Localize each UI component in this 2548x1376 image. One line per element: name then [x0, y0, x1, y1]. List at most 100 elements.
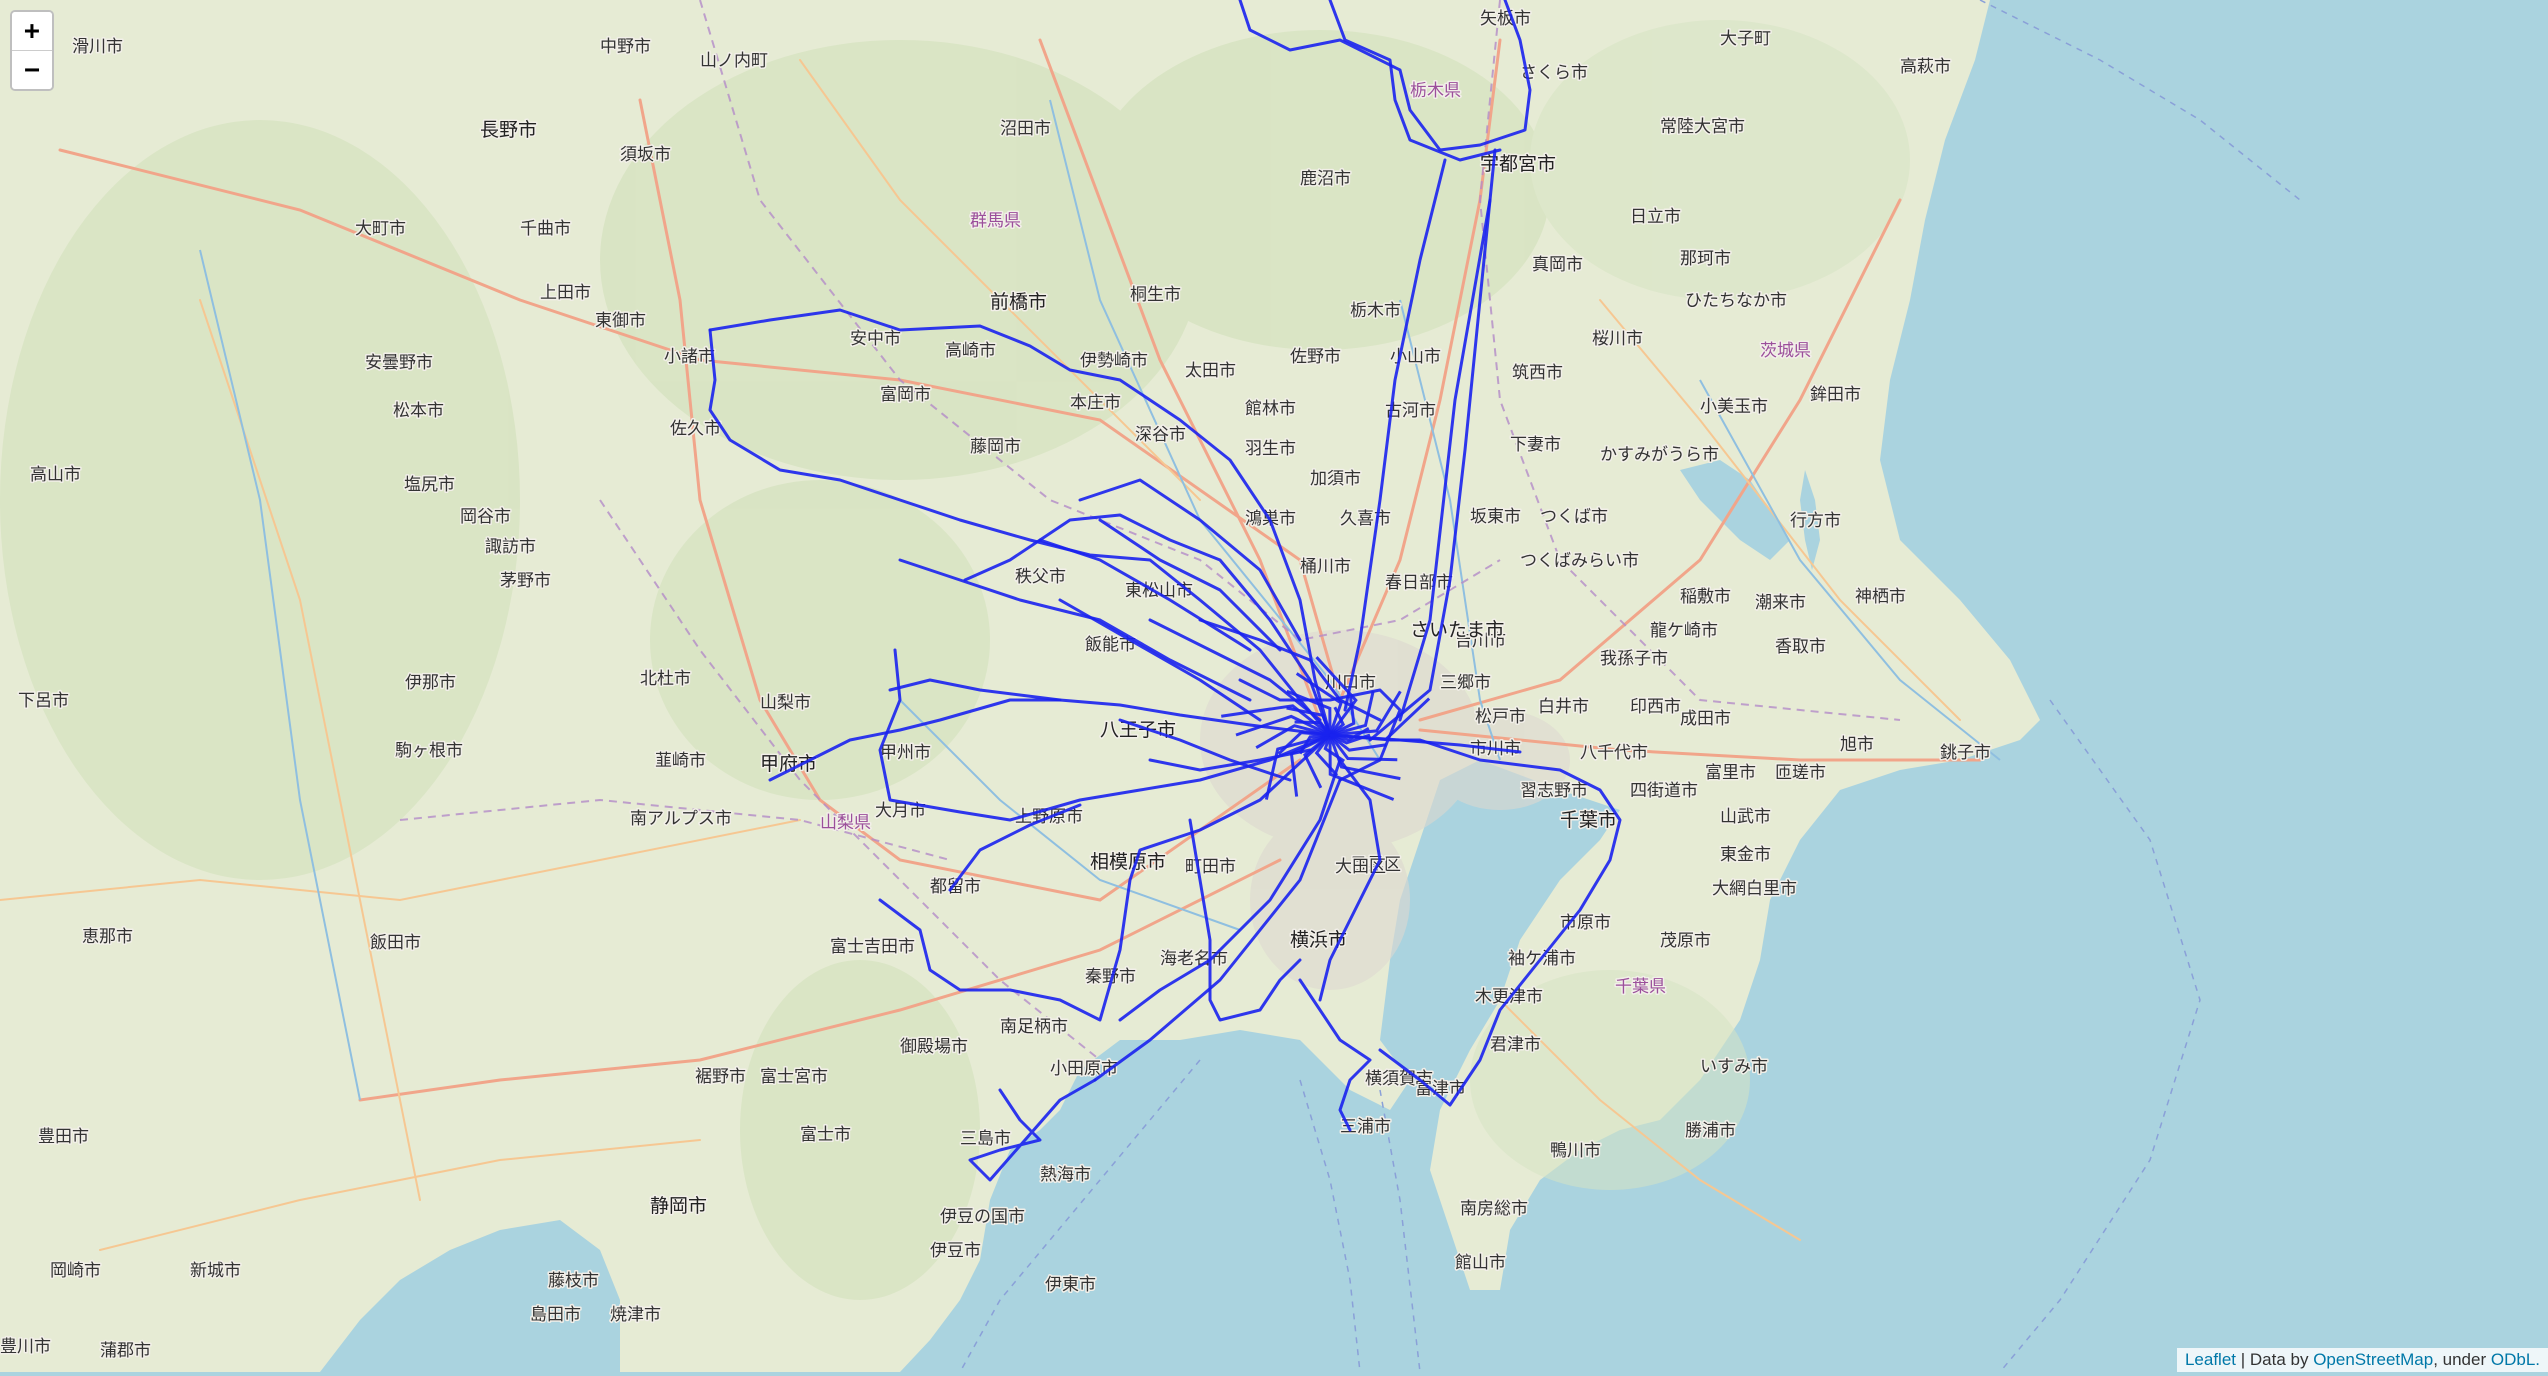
- gps-route[interactable]: [1329, 696, 1356, 737]
- place-label: 飯田市: [370, 933, 421, 953]
- river-network: [199, 99, 2001, 1101]
- place-label: 白井市: [1538, 697, 1589, 717]
- gps-route[interactable]: [948, 803, 1082, 892]
- place-label: 高萩市: [1900, 57, 1951, 77]
- gps-route[interactable]: [1221, 704, 1331, 737]
- gps-route[interactable]: [898, 558, 1252, 702]
- gps-route[interactable]: [1289, 733, 1331, 797]
- place-label: 静岡市: [650, 1195, 707, 1217]
- place-label: 真岡市: [1532, 255, 1583, 275]
- place-label: 富岡市: [880, 385, 931, 405]
- openstreetmap-link[interactable]: OpenStreetMap: [2313, 1350, 2434, 1369]
- place-label: 四街道市: [1630, 781, 1698, 801]
- gps-route[interactable]: [1328, 734, 1395, 801]
- gps-route[interactable]: [1329, 697, 1431, 742]
- gps-route[interactable]: [888, 678, 1062, 702]
- attribution-under: , under: [2433, 1350, 2491, 1369]
- route-layer[interactable]: [708, 0, 1622, 1182]
- place-label: 行方市: [1790, 511, 1841, 531]
- gps-route[interactable]: [768, 698, 1332, 782]
- gps-route[interactable]: [1286, 706, 1332, 736]
- gps-route[interactable]: [1255, 724, 1331, 750]
- gps-route[interactable]: [1277, 731, 1331, 755]
- gps-route[interactable]: [1343, 158, 1447, 712]
- place-label: 岡谷市: [460, 507, 511, 527]
- place-label: 那珂市: [1680, 249, 1731, 269]
- place-label: いすみ市: [1700, 1057, 1768, 1077]
- place-label: 藤岡市: [970, 437, 1021, 457]
- place-label: 八千代市: [1580, 743, 1648, 763]
- map-attribution: Leaflet | Data by OpenStreetMap, under O…: [2176, 1348, 2548, 1372]
- gps-route[interactable]: [968, 1078, 1097, 1182]
- place-label: 山武市: [1720, 807, 1771, 827]
- place-label: 町田市: [1185, 857, 1236, 877]
- place-label: 伊那市: [405, 673, 456, 693]
- place-label: つくばみらい市: [1520, 551, 1639, 571]
- place-label: 鉾田市: [1810, 385, 1861, 405]
- place-label: 前橋市: [990, 291, 1047, 313]
- gps-route[interactable]: [1098, 518, 1282, 652]
- sea-routes: [959, 0, 2301, 1373]
- place-label: 裾野市: [695, 1067, 746, 1087]
- gps-route[interactable]: [1294, 720, 1332, 736]
- gps-route[interactable]: [1328, 0, 1502, 162]
- gps-route[interactable]: [1329, 733, 1387, 752]
- place-label: 富里市: [1705, 763, 1756, 783]
- place-label: 富津市: [1415, 1079, 1466, 1099]
- gps-route[interactable]: [1078, 478, 1302, 642]
- gps-route[interactable]: [963, 513, 1332, 737]
- gps-route[interactable]: [1295, 672, 1343, 736]
- place-label: 新城市: [190, 1261, 241, 1281]
- place-label: 君津市: [1490, 1035, 1541, 1055]
- gps-route[interactable]: [1148, 748, 1312, 772]
- gps-route[interactable]: [1198, 618, 1382, 722]
- odbl-link[interactable]: ODbL.: [2490, 1350, 2540, 1369]
- place-label: 千葉市: [1560, 809, 1617, 831]
- place-label: 桶川市: [1300, 557, 1351, 577]
- place-label: 富士宮市: [760, 1067, 828, 1087]
- gps-route[interactable]: [1329, 690, 1375, 737]
- gps-route[interactable]: [1398, 198, 1492, 722]
- gps-route[interactable]: [1238, 0, 1532, 152]
- gps-route[interactable]: [1298, 978, 1372, 1132]
- gps-route[interactable]: [1329, 690, 1402, 737]
- zoom-in-button[interactable]: +: [12, 12, 52, 50]
- gps-route[interactable]: [1303, 733, 1331, 789]
- place-label: 山ノ内町: [700, 51, 768, 71]
- gps-route[interactable]: [1314, 734, 1339, 777]
- prefecture-label: 栃木県: [1410, 81, 1461, 101]
- place-label: 香取市: [1775, 637, 1826, 657]
- gps-route[interactable]: [1264, 733, 1331, 800]
- gps-route[interactable]: [1315, 656, 1358, 736]
- gps-route[interactable]: [1318, 758, 1382, 1002]
- place-label: 島田市: [530, 1305, 581, 1325]
- place-label: 長野市: [480, 119, 537, 141]
- place-label: 小諸市: [664, 347, 715, 367]
- place-label: 高山市: [30, 465, 81, 485]
- gps-route[interactable]: [1188, 818, 1302, 1022]
- gps-route[interactable]: [1378, 738, 1622, 1107]
- gps-route[interactable]: [1328, 734, 1401, 781]
- gps-route[interactable]: [1328, 734, 1398, 762]
- place-label: 茂原市: [1660, 931, 1711, 951]
- place-label: 筑西市: [1512, 363, 1563, 383]
- gps-route[interactable]: [1058, 598, 1262, 722]
- place-label: 横須賀市: [1365, 1069, 1433, 1089]
- gps-route[interactable]: [1235, 714, 1331, 737]
- gps-route[interactable]: [1093, 778, 1342, 1082]
- gps-route[interactable]: [878, 648, 1332, 822]
- gps-route[interactable]: [1118, 718, 1292, 782]
- gps-route[interactable]: [878, 733, 1332, 1022]
- zoom-out-button[interactable]: −: [12, 50, 52, 89]
- leaflet-link[interactable]: Leaflet: [2184, 1350, 2236, 1369]
- place-label: 我孫子市: [1600, 649, 1668, 669]
- gps-route[interactable]: [1286, 689, 1332, 736]
- gps-route[interactable]: [1329, 727, 1370, 742]
- gps-route[interactable]: [1038, 538, 1252, 652]
- gps-route[interactable]: [708, 308, 1332, 737]
- gps-route[interactable]: [1368, 148, 1497, 742]
- gps-route[interactable]: [1118, 758, 1342, 1022]
- place-label: さくら市: [1520, 63, 1588, 83]
